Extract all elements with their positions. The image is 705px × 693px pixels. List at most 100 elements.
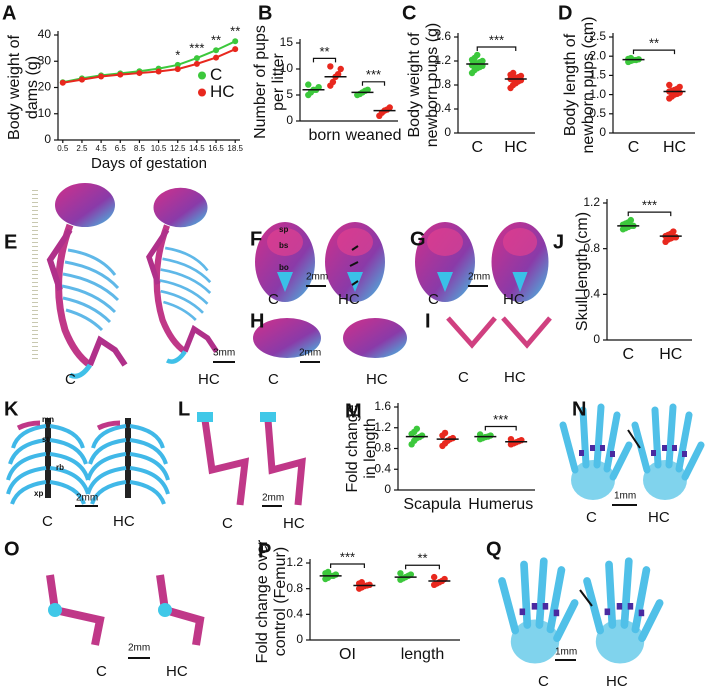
x-tick-label: HC xyxy=(504,139,527,156)
point xyxy=(397,570,404,577)
point xyxy=(232,46,239,53)
x-tick-label: 10.5 xyxy=(151,144,167,153)
group-label: HC xyxy=(503,291,525,308)
point xyxy=(407,571,415,578)
annotation: st xyxy=(42,435,49,444)
y-tick-label: 0.8 xyxy=(286,581,303,595)
group-label: C xyxy=(268,291,279,308)
y-axis-label: Number of pupsper litter xyxy=(252,25,287,139)
annotation: sp xyxy=(279,225,288,234)
photo-l xyxy=(197,412,306,507)
panel-letter: I xyxy=(425,310,431,332)
y-tick-label: 2.0 xyxy=(589,48,606,62)
x-tick-label: Humerus xyxy=(468,496,533,513)
x-tick-label: Scapula xyxy=(403,496,461,513)
significance: *** xyxy=(189,41,204,56)
scale-label: 2mm xyxy=(128,643,150,654)
x-tick-label: C xyxy=(628,139,640,156)
x-tick-label: 4.5 xyxy=(96,144,108,153)
group-label: C xyxy=(458,369,469,386)
point xyxy=(441,429,449,437)
x-tick-label: 0.5 xyxy=(57,144,69,153)
panel-letter: M xyxy=(345,400,362,422)
y-tick-label: 1.0 xyxy=(589,87,606,101)
panel-letter: C xyxy=(402,2,416,24)
x-tick-label: 14.5 xyxy=(189,144,205,153)
panel-letter: N xyxy=(572,398,586,420)
y-tick-label: 1.5 xyxy=(589,68,606,82)
group-label: C xyxy=(586,509,597,526)
point xyxy=(78,76,85,83)
panel-letter: P xyxy=(258,540,271,562)
group-label: HC xyxy=(338,291,360,308)
scale-label: 2mm xyxy=(76,493,98,504)
scale-label: 2mm xyxy=(262,493,284,504)
panel-letter: D xyxy=(558,2,572,24)
y-axis-label: Body weight ofnewborn pups (g) xyxy=(406,23,441,148)
bracket xyxy=(476,46,517,51)
point xyxy=(358,579,365,586)
group-label: HC xyxy=(366,371,388,388)
x-tick-label: 8.5 xyxy=(134,144,146,153)
point xyxy=(327,63,334,70)
significance: ** xyxy=(417,551,427,566)
point xyxy=(474,51,481,59)
panel-letter: J xyxy=(553,231,564,253)
y-tick-label: 10 xyxy=(38,106,52,120)
point xyxy=(324,568,332,576)
significance: ** xyxy=(230,24,240,39)
y-tick-label: 1.6 xyxy=(434,29,451,43)
legend-marker xyxy=(198,88,206,97)
y-axis-label: Skull length (cm) xyxy=(574,212,591,331)
bracket xyxy=(361,81,386,86)
point xyxy=(449,434,457,442)
x-tick-label: weaned xyxy=(344,127,401,144)
point xyxy=(136,70,143,77)
y-tick-label: 0 xyxy=(593,332,600,346)
x-tick-label: OI xyxy=(339,646,356,663)
point xyxy=(487,432,494,439)
significance: *** xyxy=(493,412,508,427)
legend-marker xyxy=(198,71,206,80)
significance: *** xyxy=(366,67,381,82)
group-label: HC xyxy=(504,369,526,386)
x-tick-label: C xyxy=(471,139,483,156)
y-tick-label: 0.8 xyxy=(434,77,451,91)
photo-k xyxy=(8,418,168,507)
group-label: HC xyxy=(113,513,135,530)
photo-g xyxy=(415,222,549,302)
panel-letter: F xyxy=(250,228,262,250)
annotation: bo xyxy=(279,263,289,272)
y-tick-label: 0.4 xyxy=(583,287,600,301)
panel-letter: H xyxy=(250,310,264,332)
x-tick-label: born xyxy=(308,127,340,144)
scale-label: 1mm xyxy=(614,491,636,502)
y-tick-label: 0 xyxy=(286,113,293,127)
point xyxy=(676,83,683,91)
line xyxy=(62,40,236,84)
point xyxy=(479,57,486,65)
scale-label: 2mm xyxy=(299,348,321,359)
group-label: C xyxy=(428,291,439,308)
group-label: C xyxy=(65,371,76,388)
scale-label: 3mm xyxy=(213,348,235,359)
significance: *** xyxy=(642,198,657,213)
x-tick-label: 2.5 xyxy=(76,144,88,153)
point xyxy=(670,228,677,235)
group-label: C xyxy=(222,515,233,532)
y-tick-label: 20 xyxy=(38,80,52,94)
bracket xyxy=(484,425,517,431)
annotation: xp xyxy=(34,489,43,498)
significance: ** xyxy=(319,44,329,59)
y-tick-label: 0 xyxy=(599,125,606,139)
photo-h xyxy=(253,318,407,363)
group-label: C xyxy=(538,673,549,690)
significance: * xyxy=(175,47,180,62)
legend-label: C xyxy=(210,65,222,84)
y-tick-label: 5 xyxy=(286,87,293,101)
significance: ** xyxy=(211,33,221,48)
photo-n xyxy=(563,407,701,506)
line xyxy=(62,48,236,84)
